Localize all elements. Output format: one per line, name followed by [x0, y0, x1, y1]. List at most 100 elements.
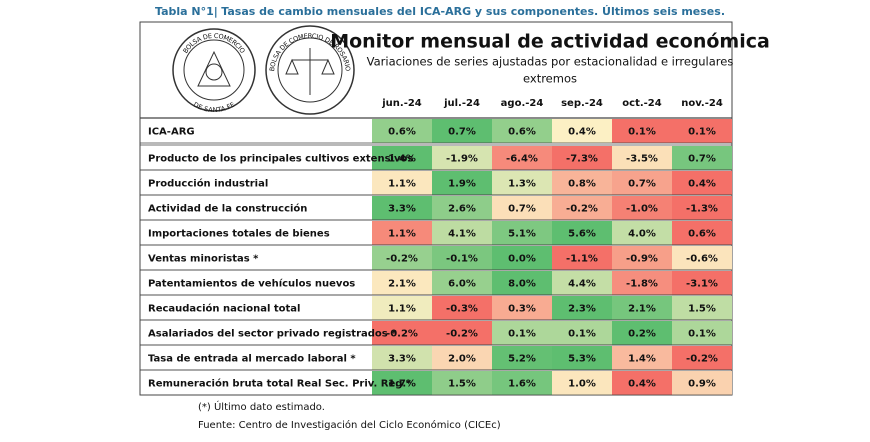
cell-value: 0.6% [508, 127, 536, 138]
cell-value: 1.5% [688, 304, 716, 315]
cell-value: 0.1% [688, 127, 716, 138]
cell-value: 5.2% [508, 354, 536, 365]
cell-value: -1.3% [686, 204, 718, 215]
cell-value: 1.1% [388, 229, 416, 240]
column-header: ago.-24 [501, 98, 544, 109]
cell-value: 1.4% [388, 154, 416, 165]
cell-value: 1.3% [508, 179, 536, 190]
row-label: Recaudación nacional total [148, 303, 301, 315]
cell-bg [672, 321, 732, 345]
cell-value: 1.6% [508, 379, 536, 390]
cell-value: 0.0% [508, 254, 536, 265]
cell-value: 1.4% [628, 354, 656, 365]
cell-value: 2.1% [628, 304, 656, 315]
cell-bg [672, 371, 732, 395]
cell-value: 0.6% [688, 229, 716, 240]
cell-value: -1.1% [566, 254, 598, 265]
cell-bg [552, 296, 612, 320]
column-header: jun.-24 [381, 98, 422, 109]
cell-value: 0.4% [628, 379, 656, 390]
row-label: Patentamientos de vehículos nuevos [148, 278, 355, 290]
column-header: oct.-24 [622, 98, 661, 109]
cell-value: 5.1% [508, 229, 536, 240]
caption-text: Tasas de cambio mensuales del ICA-ARG y … [221, 5, 725, 18]
cell-bg [672, 171, 732, 195]
cell-bg [672, 146, 732, 170]
cell-bg [432, 371, 492, 395]
cell-bg [672, 271, 732, 295]
cell-bg [552, 371, 612, 395]
cell-bg [432, 221, 492, 245]
cell-bg [552, 221, 612, 245]
cell-value: 1.0% [568, 379, 596, 390]
row-label: Producto de los principales cultivos ext… [148, 154, 413, 165]
cell-value: 1.1% [388, 179, 416, 190]
cell-bg [552, 146, 612, 170]
cell-value: 2.6% [448, 204, 476, 215]
cell-value: -0.2% [686, 354, 718, 365]
cell-bg [612, 371, 672, 395]
cell-value: 0.1% [688, 329, 716, 340]
cell-value: 4.1% [448, 229, 476, 240]
cell-value: -0.1% [446, 254, 478, 265]
row-label: Actividad de la construcción [148, 203, 307, 215]
cell-value: 0.7% [508, 204, 536, 215]
row-label: Tasa de entrada al mercado laboral * [148, 354, 356, 365]
row-label: Producción industrial [148, 178, 268, 190]
column-header: jul.-24 [443, 98, 480, 109]
header-subtitle: extremos [523, 72, 577, 86]
cell-bg [372, 146, 432, 170]
cell-bg [492, 371, 552, 395]
cell-bg [432, 119, 492, 143]
cell-bg [612, 196, 672, 220]
cell-value: -0.3% [446, 304, 478, 315]
cell-value: 0.9% [688, 379, 716, 390]
column-header: nov.-24 [681, 98, 723, 109]
cell-bg [432, 171, 492, 195]
cell-bg [372, 346, 432, 370]
caption: Tabla N°1| Tasas de cambio mensuales del… [155, 5, 725, 18]
row-label: Asalariados del sector privado registrad… [148, 329, 397, 340]
cell-bg [432, 296, 492, 320]
cell-value: 0.4% [568, 127, 596, 138]
cell-value: -0.2% [446, 329, 478, 340]
row-label: ICA-ARG [148, 127, 195, 138]
cell-bg [552, 271, 612, 295]
cell-value: -1.8% [626, 279, 658, 290]
row-label: Importaciones totales de bienes [148, 229, 330, 240]
cell-bg [492, 246, 552, 270]
cell-value: 2.1% [388, 279, 416, 290]
cell-bg [492, 196, 552, 220]
cell-value: 0.4% [688, 179, 716, 190]
cell-value: -6.4% [506, 154, 538, 165]
cell-value: -0.2% [566, 204, 598, 215]
cell-bg [372, 171, 432, 195]
cell-bg [612, 119, 672, 143]
header-title: Monitor mensual de actividad económica [330, 31, 770, 53]
cell-value: 4.4% [568, 279, 596, 290]
header-subtitle: Variaciones de series ajustadas por esta… [367, 55, 734, 69]
row-label: Remuneración bruta total Real Sec. Priv.… [148, 378, 412, 390]
cell-value: -1.0% [626, 204, 658, 215]
cell-bg [612, 171, 672, 195]
cell-bg [492, 119, 552, 143]
cell-value: 1.7% [388, 379, 416, 390]
cell-value: 8.0% [508, 279, 536, 290]
cell-bg [492, 146, 552, 170]
cell-value: 0.1% [508, 329, 536, 340]
cell-value: -0.9% [626, 254, 658, 265]
cell-bg [372, 271, 432, 295]
cell-value: -3.5% [626, 154, 658, 165]
footnote: (*) Último dato estimado. [198, 400, 325, 413]
cell-bg [552, 321, 612, 345]
cell-bg [672, 296, 732, 320]
cell-bg [552, 171, 612, 195]
cell-bg [672, 221, 732, 245]
cell-value: 1.1% [388, 304, 416, 315]
cell-value: 0.7% [628, 179, 656, 190]
cell-value: -0.6% [686, 254, 718, 265]
cell-bg [372, 221, 432, 245]
cell-bg [612, 221, 672, 245]
